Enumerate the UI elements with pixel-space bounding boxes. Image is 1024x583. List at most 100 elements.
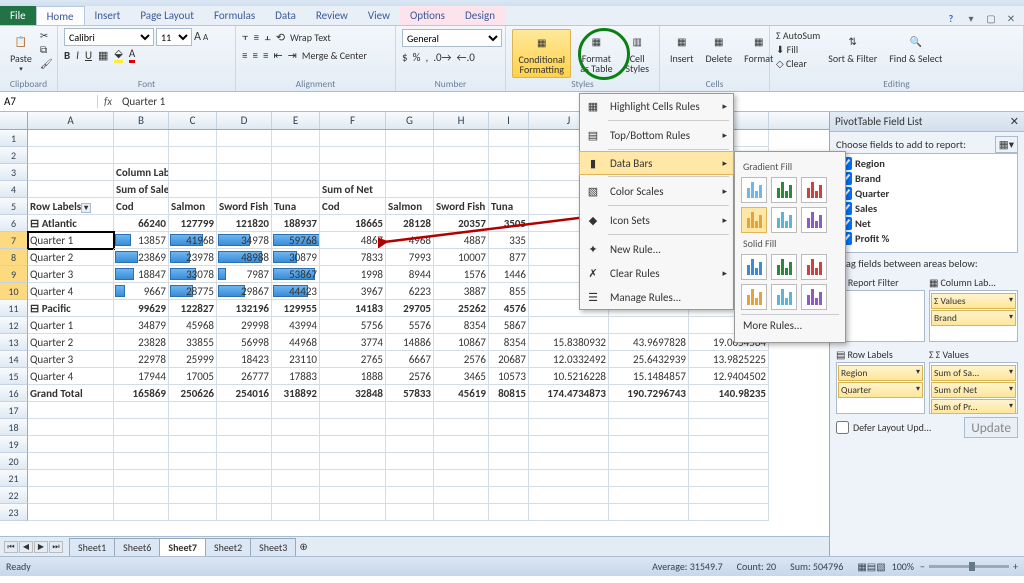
tab-view[interactable]: View [358, 6, 400, 25]
row-header[interactable]: 23 [0, 504, 28, 521]
cell[interactable]: 10007 [434, 249, 489, 266]
cell[interactable] [386, 453, 434, 470]
cell[interactable]: 2765 [320, 351, 386, 368]
area-chip[interactable]: Quarter▾ [838, 382, 923, 398]
cell[interactable]: Quarter 1 [28, 317, 114, 334]
cell[interactable]: Sword Fish [434, 198, 489, 215]
field-quarter[interactable]: Quarter [839, 186, 1015, 201]
fill-button[interactable]: ⬇ Fill [776, 43, 820, 56]
more-rules-item[interactable]: More Rules... [741, 314, 839, 336]
cell[interactable] [169, 181, 217, 198]
cell[interactable]: 122827 [169, 300, 217, 317]
align-right-icon[interactable]: ≡ [263, 49, 268, 62]
sheet-tab-sheet2[interactable]: Sheet2 [205, 538, 251, 556]
cell[interactable]: Row Labels▾ [28, 198, 114, 215]
cut-icon[interactable]: ✂ [40, 29, 53, 42]
cell-styles-button[interactable]: ▥ Cell Styles [621, 29, 653, 76]
cell[interactable]: Cod [320, 198, 386, 215]
cell[interactable] [386, 181, 434, 198]
clear-button[interactable]: ◇ Clear [776, 57, 820, 70]
indent-dec-icon[interactable]: ⇤ [273, 49, 282, 62]
cell[interactable] [489, 181, 529, 198]
cell[interactable] [320, 164, 386, 181]
cell[interactable] [489, 436, 529, 453]
sort-filter-button[interactable]: ⇅Sort & Filter [824, 29, 881, 66]
cell[interactable] [28, 164, 114, 181]
cell[interactable]: 59768 [272, 232, 320, 249]
font-name-select[interactable]: Calibri [64, 28, 154, 46]
cell[interactable] [386, 487, 434, 504]
row-header[interactable]: 16 [0, 385, 28, 402]
cell[interactable]: Quarter 2 [28, 334, 114, 351]
cell[interactable] [434, 436, 489, 453]
cell[interactable]: 44423 [272, 283, 320, 300]
cell[interactable] [114, 419, 169, 436]
close-icon[interactable]: ✕ [1004, 12, 1018, 25]
cell[interactable]: 48988 [217, 249, 272, 266]
area-chip[interactable]: Brand▾ [931, 310, 1016, 326]
row-header[interactable]: 8 [0, 249, 28, 266]
cell[interactable] [169, 402, 217, 419]
comma-icon[interactable]: , [425, 51, 428, 64]
cell[interactable]: 18847 [114, 266, 169, 283]
cell[interactable]: 17883 [272, 368, 320, 385]
cell[interactable]: 32848 [320, 385, 386, 402]
data-bar-swatch[interactable] [801, 254, 827, 280]
col-header-H[interactable]: H [434, 112, 489, 129]
cell[interactable] [217, 436, 272, 453]
cell[interactable]: 5867 [489, 317, 529, 334]
cell[interactable]: 10867 [434, 334, 489, 351]
cell[interactable] [489, 147, 529, 164]
cell[interactable] [28, 487, 114, 504]
cell[interactable]: 17944 [114, 368, 169, 385]
cell[interactable]: 80815 [489, 385, 529, 402]
underline-button[interactable]: U [85, 49, 92, 62]
cell[interactable]: 3967 [320, 283, 386, 300]
cell[interactable] [434, 130, 489, 147]
cell[interactable] [114, 402, 169, 419]
cell[interactable]: 4887 [434, 232, 489, 249]
cell[interactable]: 8354 [489, 334, 529, 351]
wrap-text-button[interactable]: Wrap Text [290, 31, 331, 44]
cell[interactable] [689, 504, 769, 521]
insert-cells-button[interactable]: ▦Insert [666, 29, 698, 66]
align-middle-icon[interactable]: ≡ [254, 31, 259, 44]
cell[interactable] [272, 419, 320, 436]
cell[interactable] [386, 147, 434, 164]
area-chip[interactable]: Sum of Pr...▾ [931, 399, 1016, 414]
cell[interactable]: Salmon [386, 198, 434, 215]
field-profit[interactable]: Profit % [839, 231, 1015, 246]
bold-button[interactable]: B [64, 49, 70, 62]
cell[interactable]: Quarter 4 [28, 368, 114, 385]
cell[interactable] [529, 470, 609, 487]
values-area[interactable]: Sum of Sa...▾Sum of Net▾Sum of Pr...▾ [929, 362, 1018, 414]
cell[interactable] [217, 147, 272, 164]
sheet-nav-first-icon[interactable]: ⏮ [4, 541, 18, 553]
cell[interactable] [320, 453, 386, 470]
field-region[interactable]: Region [839, 156, 1015, 171]
cell[interactable] [114, 130, 169, 147]
cell[interactable]: 34879 [114, 317, 169, 334]
cell[interactable]: Quarter 3 [28, 266, 114, 283]
cell[interactable] [217, 164, 272, 181]
sheet-tab-sheet3[interactable]: Sheet3 [250, 538, 296, 556]
cell[interactable]: 30879 [272, 249, 320, 266]
cell[interactable]: 66240 [114, 215, 169, 232]
cell[interactable] [489, 504, 529, 521]
cell[interactable]: 18665 [320, 215, 386, 232]
cf-item-data-bars[interactable]: ▮Data Bars▸ [579, 151, 734, 175]
cell[interactable]: 3505 [489, 215, 529, 232]
cell[interactable] [320, 504, 386, 521]
cell[interactable] [169, 130, 217, 147]
tab-options[interactable]: Options [400, 6, 455, 25]
cell[interactable]: 2576 [434, 351, 489, 368]
cell[interactable] [272, 487, 320, 504]
cell[interactable]: 1576 [434, 266, 489, 283]
cell[interactable] [28, 470, 114, 487]
cell[interactable]: 7833 [320, 249, 386, 266]
cell[interactable]: 9667 [114, 283, 169, 300]
cell[interactable]: 8944 [386, 266, 434, 283]
row-header[interactable]: 9 [0, 266, 28, 283]
cell[interactable] [217, 181, 272, 198]
row-header[interactable]: 1 [0, 130, 28, 147]
